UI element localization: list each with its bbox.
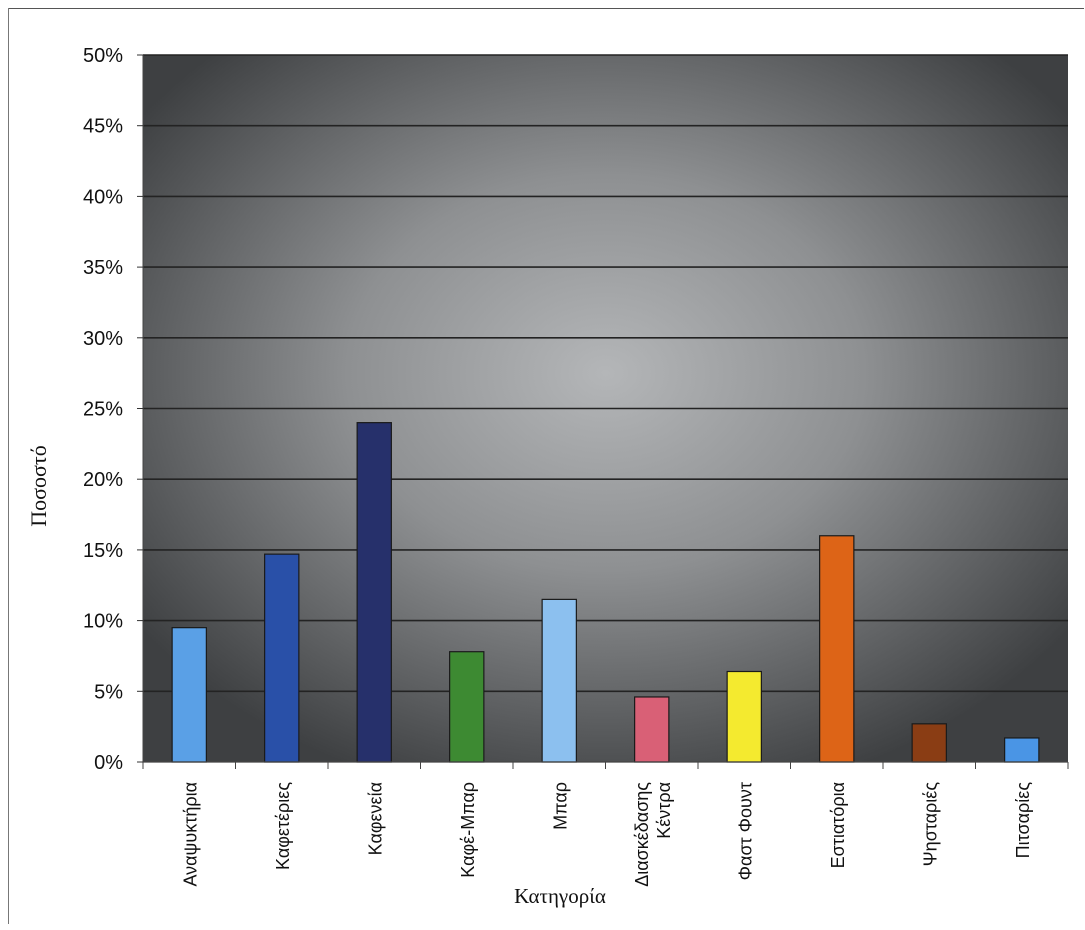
bar-7 bbox=[819, 535, 855, 763]
y-tick-label: 45% bbox=[83, 116, 123, 138]
x-tick-label: Μπαρ bbox=[550, 782, 570, 830]
bar-5 bbox=[634, 696, 670, 763]
x-tick-label: Εστιατόρια bbox=[828, 782, 848, 868]
x-tick-label: Πιτσαρίες bbox=[1013, 782, 1033, 859]
y-axis-title: Ποσοστό bbox=[26, 445, 51, 526]
y-tick-labels: 0% 5% 10% 15% 20% 25% 30% 35% 40% 45% 50% bbox=[83, 45, 143, 774]
y-tick-label: 20% bbox=[83, 469, 123, 491]
bar-9 bbox=[1004, 737, 1040, 763]
y-tick-label: 0% bbox=[94, 752, 123, 774]
x-tick-label: Αναψυκτήρια bbox=[180, 782, 200, 887]
bars bbox=[171, 422, 1040, 763]
y-tick-label: 15% bbox=[83, 540, 123, 562]
y-tick-label: 30% bbox=[83, 328, 123, 350]
y-tick-label: 50% bbox=[83, 45, 123, 67]
y-tick-label: 35% bbox=[83, 257, 123, 279]
x-axis-title: Κατηγορία bbox=[514, 884, 606, 908]
y-tick-label: 40% bbox=[83, 186, 123, 208]
bar-3 bbox=[449, 651, 485, 763]
x-tick-label: ΚέντραΔιασκέδασης bbox=[632, 782, 674, 887]
x-tick-labels: Αναψυκτήρια Καφετέριες Καφενεία Καφέ-Μπαρ Μπ… bbox=[180, 782, 1033, 887]
x-tick-label: Φαστ Φουντ bbox=[735, 782, 755, 880]
x-tick-label: Καφέ-Μπαρ bbox=[458, 782, 478, 878]
x-tick-label: Ψησταριές bbox=[920, 782, 940, 867]
y-tick-label: 25% bbox=[83, 399, 123, 421]
bar-8 bbox=[911, 723, 947, 763]
frame-border-top bbox=[8, 8, 1084, 9]
x-tick-label: Καφετέριες bbox=[273, 782, 293, 870]
bar-1 bbox=[264, 553, 300, 763]
bar-6 bbox=[726, 670, 762, 763]
x-tick-label: Καφενεία bbox=[365, 782, 385, 855]
bar-4 bbox=[541, 598, 577, 763]
bar-0 bbox=[171, 627, 207, 763]
grid-lines bbox=[143, 54, 1068, 693]
frame-border-left bbox=[8, 8, 9, 924]
bar-2 bbox=[356, 422, 392, 763]
y-tick-label: 10% bbox=[83, 611, 123, 633]
y-tick-label: 5% bbox=[94, 681, 123, 703]
